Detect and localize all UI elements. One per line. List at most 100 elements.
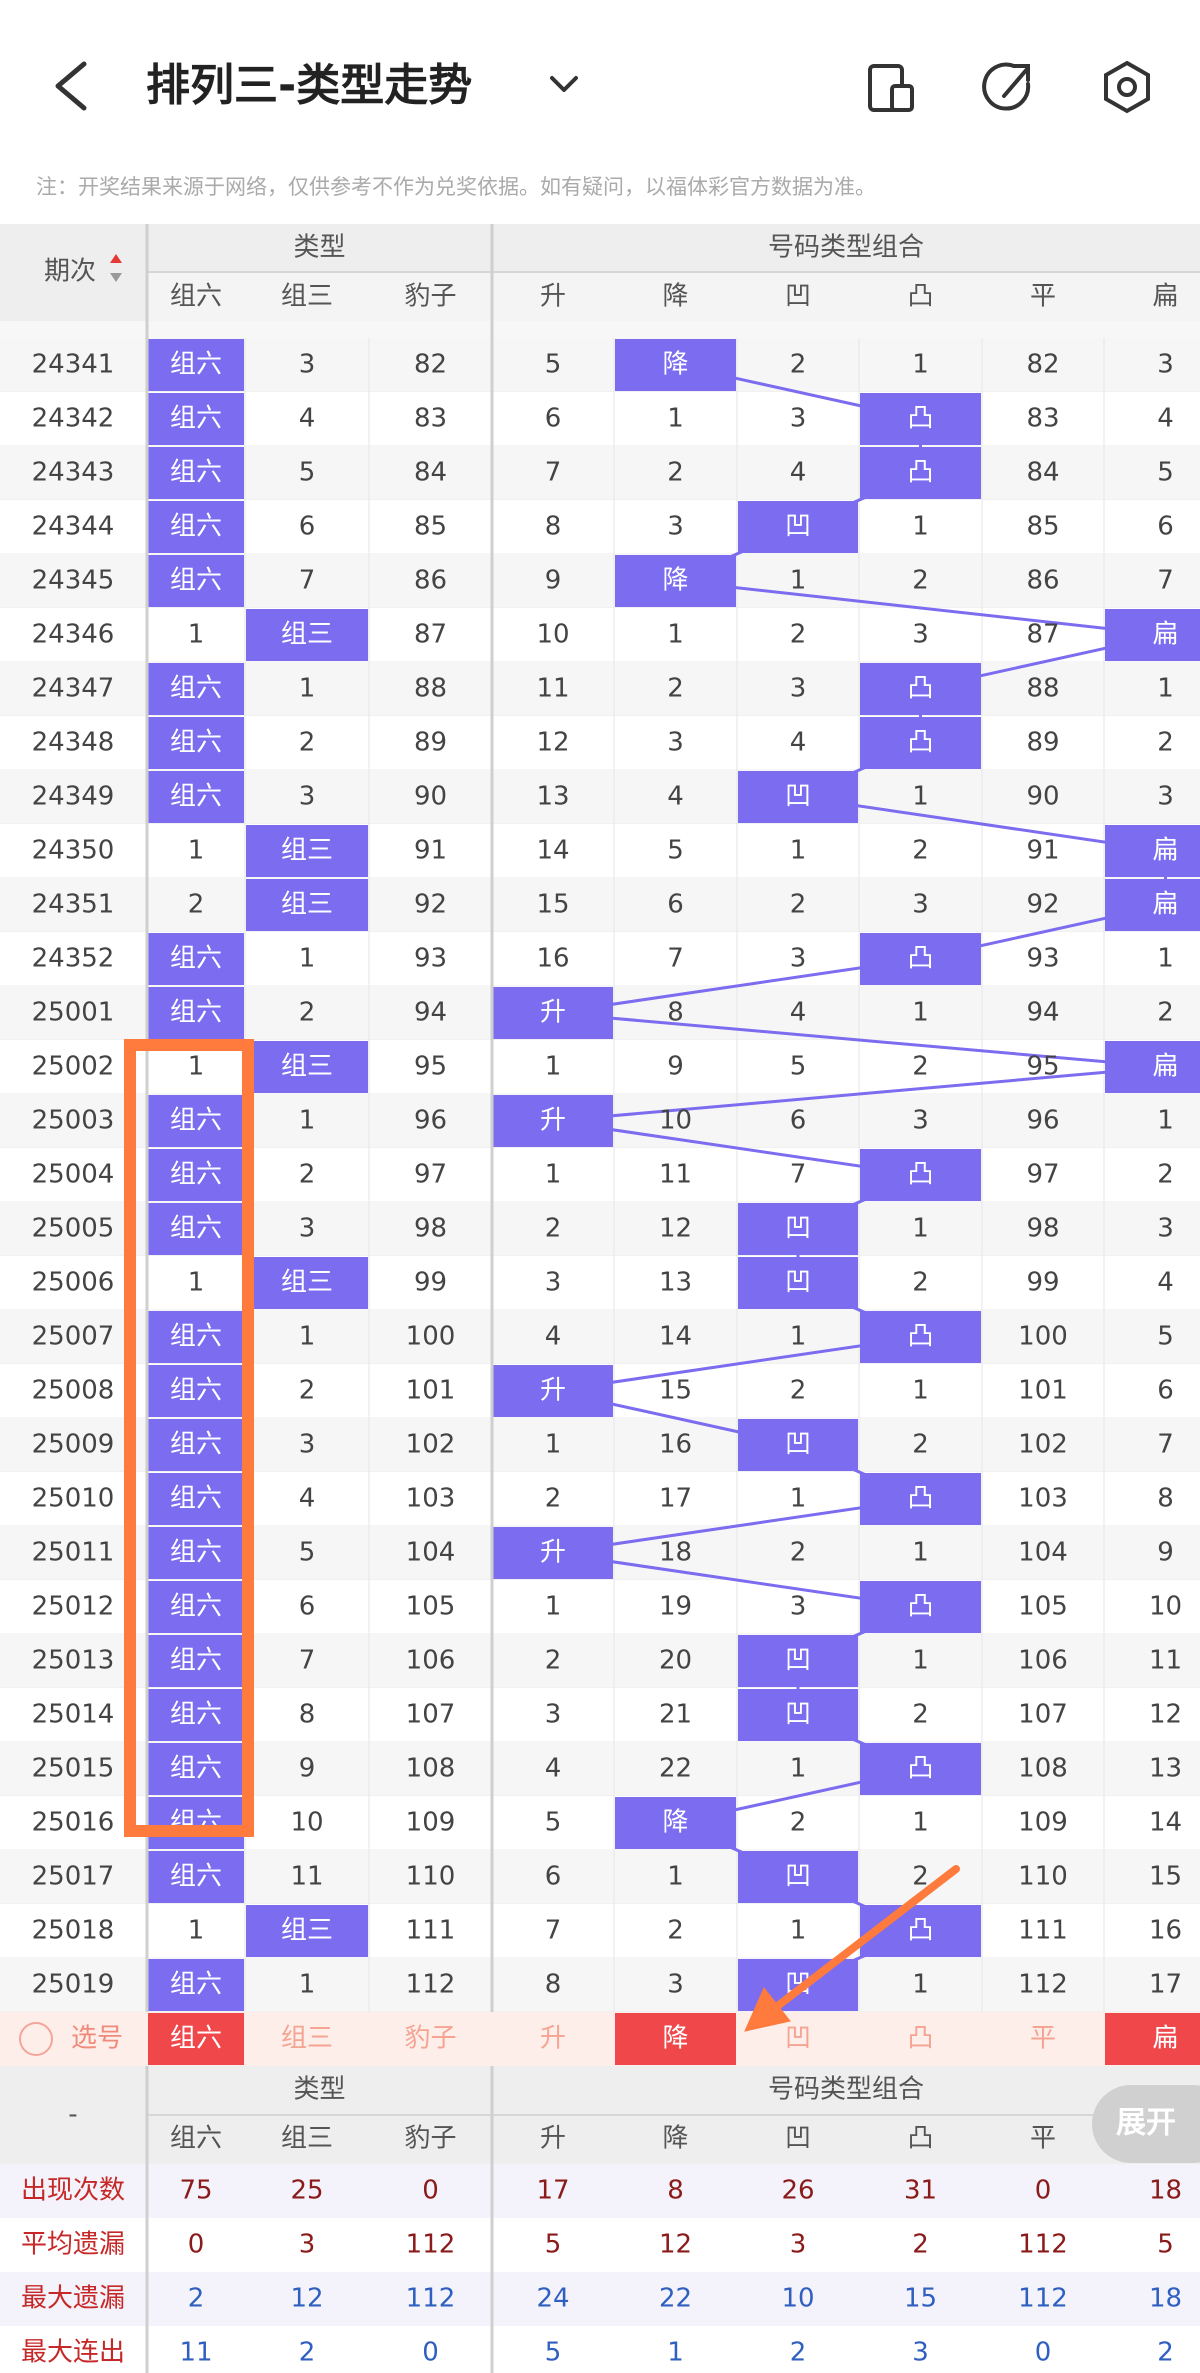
cell: 6 [299, 512, 316, 542]
cell: 96 [414, 1106, 447, 1136]
cell: 6 [1157, 1376, 1174, 1406]
highlight-cell [493, 1527, 613, 1579]
select-option[interactable]: 豹子 [404, 2024, 456, 2054]
cell: 2 [790, 620, 807, 650]
layout-icon[interactable] [868, 64, 914, 112]
cell: 100 [1018, 1322, 1068, 1352]
select-option[interactable]: 平 [1030, 2024, 1056, 2054]
stats-value: 2 [790, 2338, 807, 2368]
cell: 组三 [281, 1916, 333, 1946]
cell: 13 [1149, 1754, 1182, 1784]
period: 25017 [32, 1862, 115, 1892]
cell: 2 [912, 1430, 929, 1460]
cell: 101 [406, 1376, 456, 1406]
cell: 5 [1157, 1322, 1174, 1352]
cell: 104 [406, 1538, 456, 1568]
cell: 组六 [170, 566, 222, 596]
expand-button[interactable]: 展开 [1092, 2085, 1200, 2163]
select-option[interactable]: 组三 [281, 2024, 333, 2054]
partial-row [0, 321, 1200, 338]
cell: 升 [540, 1106, 566, 1136]
cell: 97 [1026, 1160, 1059, 1190]
row-bg [0, 878, 1200, 932]
cell: 88 [414, 674, 447, 704]
period: 24352 [32, 944, 115, 974]
column-header: 平 [1030, 282, 1056, 312]
cell: 10 [290, 1808, 323, 1838]
period: 25006 [32, 1268, 115, 1298]
period: 24345 [32, 566, 115, 596]
stats-value: 0 [422, 2176, 439, 2206]
select-option[interactable]: 降 [615, 2013, 736, 2065]
cell: 2 [912, 1052, 929, 1082]
cell: 15 [1149, 1862, 1182, 1892]
stats-label: 出现次数 [21, 2176, 125, 2206]
cell: 1 [912, 782, 929, 812]
highlight-cell [246, 1905, 368, 1957]
column-header: 凹 [785, 282, 811, 312]
select-radio[interactable] [19, 2022, 53, 2056]
column-header: 组三 [281, 2124, 333, 2154]
cell: 7 [299, 566, 316, 596]
highlight-cell [148, 555, 244, 607]
cell: 4 [299, 1484, 316, 1514]
cell: 凹 [785, 1214, 811, 1244]
stats-row-bg [0, 2218, 1200, 2272]
highlight-cell [246, 609, 368, 661]
annotation-arrow [744, 1865, 960, 2032]
cell: 2 [790, 890, 807, 920]
select-option-label: 凹 [785, 2024, 811, 2054]
cell: 1 [912, 1538, 929, 1568]
cell: 组六 [170, 512, 222, 542]
cell: 15 [536, 890, 569, 920]
stats-value: 17 [536, 2176, 569, 2206]
select-option-label: 豹子 [404, 2024, 456, 2054]
select-option[interactable]: 升 [540, 2024, 566, 2054]
back-button[interactable] [55, 61, 87, 111]
period: 24346 [32, 620, 115, 650]
share-icon[interactable] [982, 62, 1031, 111]
highlight-cell [148, 1527, 244, 1579]
settings-icon[interactable] [1104, 60, 1150, 114]
column-header: 降 [662, 282, 688, 312]
cell: 8 [1157, 1484, 1174, 1514]
cell: 2 [912, 1268, 929, 1298]
cell: 组六 [170, 1700, 222, 1730]
cell: 1 [188, 1052, 205, 1082]
sort-down [110, 273, 122, 282]
cell: 8 [667, 998, 684, 1028]
stats-value: 5 [1157, 2230, 1174, 2260]
cell: 凸 [907, 1160, 933, 1190]
select-option[interactable]: 凸 [907, 2024, 933, 2054]
highlight-cell [148, 1635, 244, 1687]
select-option[interactable]: 凹 [785, 2024, 811, 2054]
cell: 110 [1018, 1862, 1068, 1892]
highlight-cell [493, 987, 613, 1039]
cell: 11 [1149, 1646, 1182, 1676]
period: 25010 [32, 1484, 115, 1514]
cell: 19 [659, 1592, 692, 1622]
title-dropdown[interactable] [550, 76, 578, 92]
cell: 3 [912, 890, 929, 920]
cell: 组三 [281, 1052, 333, 1082]
select-option[interactable]: 组六 [148, 2013, 244, 2065]
period: 25002 [32, 1052, 115, 1082]
cell: 95 [414, 1052, 447, 1082]
highlight-cell [148, 987, 244, 1039]
period: 25011 [32, 1538, 115, 1568]
cell: 2 [299, 1160, 316, 1190]
cell: 组六 [170, 944, 222, 974]
selected-option-bg [148, 2013, 244, 2065]
highlight-cell [148, 1365, 244, 1417]
cell: 12 [536, 728, 569, 758]
stats-value: 5 [545, 2230, 562, 2260]
select-option[interactable]: 扁 [1105, 2013, 1200, 2065]
highlight-cell [148, 339, 244, 391]
cell: 109 [406, 1808, 456, 1838]
stats-label: 平均遗漏 [21, 2230, 125, 2260]
cell: 凸 [907, 458, 933, 488]
cell: 99 [414, 1268, 447, 1298]
cell: 20 [659, 1646, 692, 1676]
stats-value: 31 [904, 2176, 937, 2206]
